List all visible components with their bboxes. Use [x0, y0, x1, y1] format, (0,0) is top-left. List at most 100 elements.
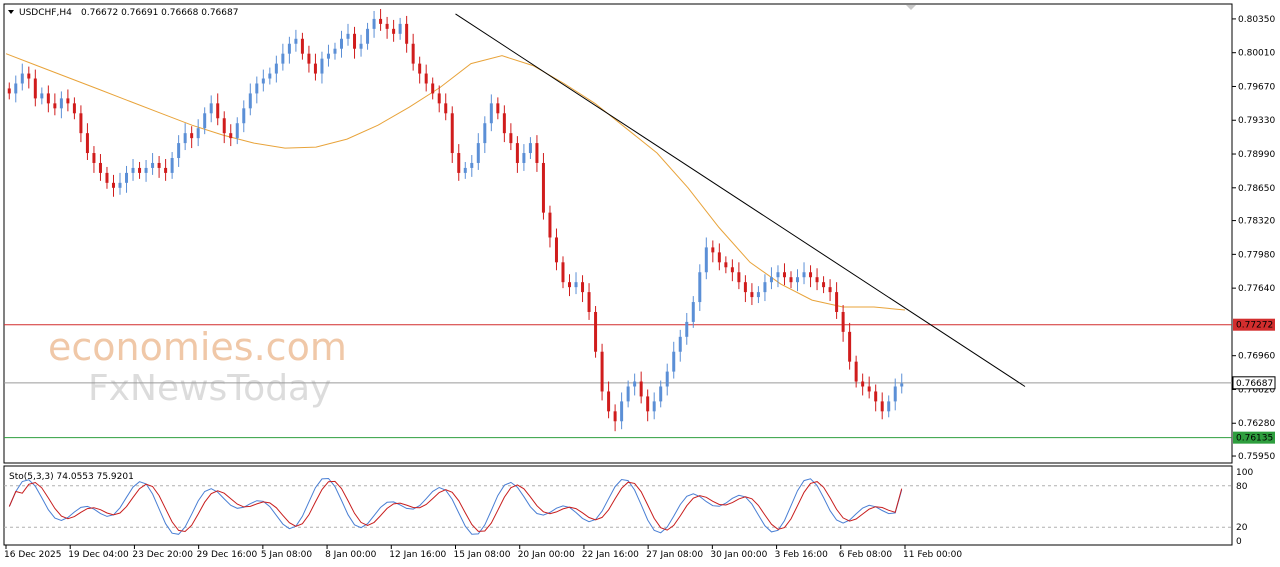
- candle-body: [216, 103, 220, 119]
- candle-body: [111, 182, 115, 188]
- scroll-marker-icon[interactable]: [906, 5, 916, 10]
- candle-body: [255, 83, 259, 94]
- time-tick-label: 11 Feb 00:00: [903, 550, 962, 560]
- candle-body: [581, 282, 585, 293]
- candle-body: [659, 386, 663, 402]
- stochastic-panel[interactable]: [3, 465, 1233, 546]
- candle-body: [476, 143, 480, 163]
- candle-body: [98, 162, 102, 173]
- candle-body: [72, 103, 76, 114]
- price-tick-label: 0.79330: [1238, 116, 1275, 126]
- collapse-arrow-icon[interactable]: [8, 10, 14, 14]
- price-tick-label: 0.78650: [1238, 184, 1275, 194]
- stochastic-axis: 100 80 20 0: [4, 468, 1253, 547]
- candle-body: [600, 351, 604, 392]
- candle-body: [144, 167, 148, 173]
- watermark: economies.com FxNewsToday: [48, 325, 347, 409]
- candle-body: [639, 381, 643, 397]
- candle-body: [848, 331, 852, 362]
- candle-body: [183, 133, 187, 144]
- candle-body: [268, 73, 272, 79]
- price-tick-label: 0.76960: [1238, 352, 1275, 362]
- candle-body: [769, 277, 773, 283]
- time-tick-label: 15 Jan 08:00: [454, 550, 511, 560]
- candle-body: [743, 282, 747, 293]
- candle-body: [900, 383, 904, 387]
- candle-body: [809, 272, 813, 278]
- price-tick-label: 0.77640: [1238, 284, 1275, 294]
- candle-body: [528, 143, 532, 154]
- candle-body: [307, 53, 311, 64]
- candle-body: [281, 53, 285, 64]
- time-tick-label: 5 Jan 08:00: [261, 550, 313, 560]
- candle-body: [235, 123, 239, 139]
- candle-body: [118, 182, 122, 188]
- candle-body: [665, 371, 669, 387]
- candle-body: [893, 386, 897, 402]
- current-price-tag: [1232, 376, 1276, 390]
- candle-body: [828, 287, 832, 293]
- candlesticks: [7, 8, 904, 432]
- time-tick-label: 3 Feb 16:00: [775, 550, 829, 560]
- candle-body: [424, 73, 428, 84]
- candle-body: [59, 98, 63, 109]
- candle-body: [861, 381, 865, 387]
- candle-body: [717, 252, 721, 263]
- candle-body: [14, 83, 18, 94]
- candle-body: [27, 73, 31, 79]
- candle-body: [203, 113, 207, 129]
- time-tick-label: 19 Dec 04:00: [68, 550, 129, 560]
- candle-body: [535, 143, 539, 163]
- time-tick-label: 23 Dec 20:00: [132, 550, 193, 560]
- candle-body: [522, 153, 526, 163]
- time-tick-label: 30 Jan 00:00: [710, 550, 767, 560]
- candle-body: [880, 401, 884, 412]
- candle-body: [261, 78, 265, 84]
- candle-body: [776, 272, 780, 278]
- candle-body: [691, 302, 695, 322]
- price-tick-label: 0.78990: [1238, 150, 1275, 160]
- candle-body: [756, 292, 760, 298]
- time-tick-label: 12 Jan 16:00: [389, 550, 446, 560]
- candle-body: [411, 43, 415, 64]
- symbol-label: USDCHF,H4: [19, 8, 72, 18]
- candle-body: [457, 153, 461, 173]
- time-tick-label: 20 Jan 00:00: [518, 550, 575, 560]
- candle-body: [887, 401, 891, 412]
- candle-body: [554, 237, 558, 263]
- candle-body: [763, 282, 767, 293]
- candle-body: [366, 28, 370, 44]
- candle-body: [867, 386, 871, 392]
- candle-body: [313, 63, 317, 74]
- candle-body: [333, 48, 337, 54]
- candle-body: [326, 53, 330, 59]
- candle-body: [229, 133, 233, 139]
- candle-body: [353, 33, 357, 49]
- price-tick-label: 0.77980: [1238, 250, 1275, 260]
- price-levels: 0.77272 0.76687 0.76135: [4, 318, 1276, 444]
- candle-body: [170, 157, 174, 173]
- candle-body: [222, 118, 226, 134]
- price-tick-label: 0.79670: [1238, 82, 1275, 92]
- candle-body: [874, 391, 878, 402]
- candle-body: [20, 73, 24, 84]
- candle-body: [724, 262, 728, 268]
- stochastic-tick-label: 80: [1236, 482, 1248, 492]
- main-panel[interactable]: [3, 3, 1233, 464]
- candle-body: [678, 336, 682, 352]
- chart-header: USDCHF,H4 0.76672 0.76691 0.76668 0.7668…: [8, 5, 916, 18]
- candle-body: [515, 143, 519, 163]
- candle-body: [105, 172, 109, 183]
- moving-average-line: [5, 53, 906, 311]
- candle-body: [802, 272, 806, 278]
- candle-body: [385, 23, 389, 29]
- candle-body: [672, 351, 676, 372]
- candle-body: [841, 311, 845, 332]
- time-tick-label: 16 Dec 2025: [4, 550, 62, 560]
- trendline[interactable]: [455, 13, 1026, 387]
- candle-body: [685, 321, 689, 337]
- candle-body: [815, 277, 819, 283]
- candle-body: [730, 267, 734, 273]
- candle-body: [822, 282, 826, 288]
- stochastic-tick-label: 100: [1236, 468, 1253, 478]
